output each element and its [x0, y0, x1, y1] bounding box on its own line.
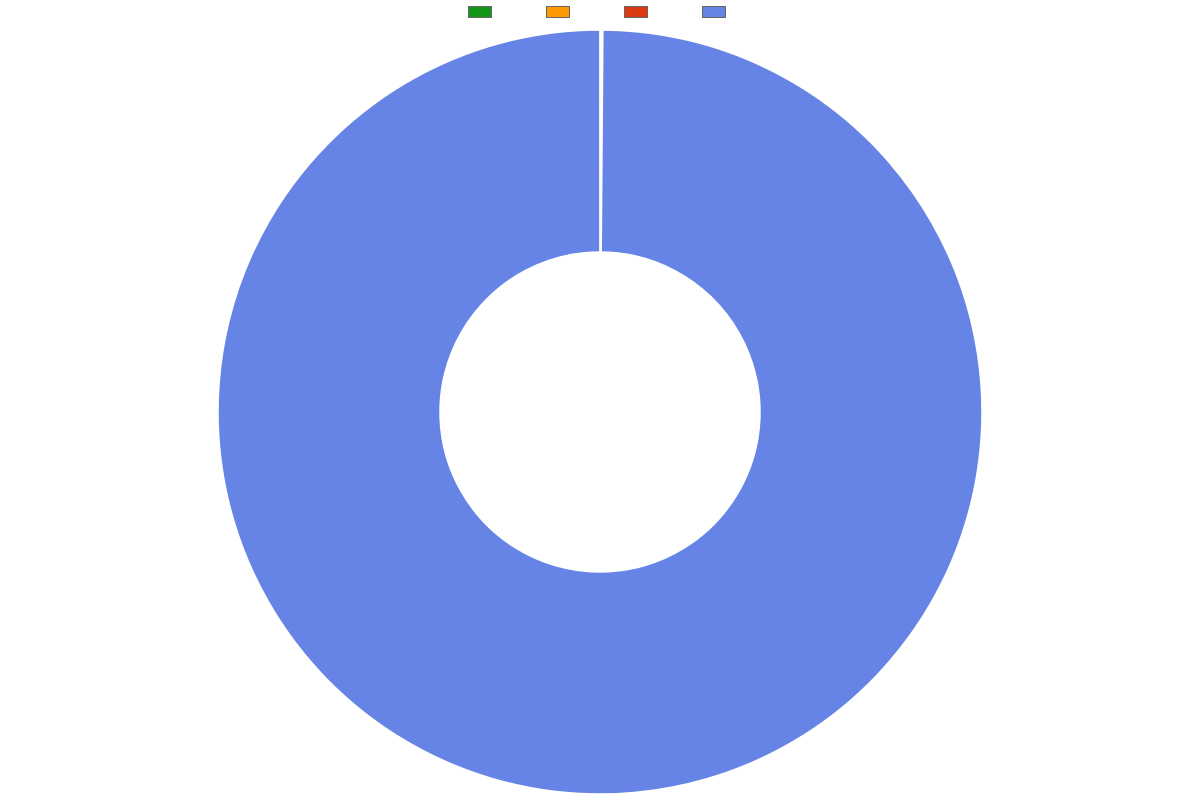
donut-chart	[0, 0, 1200, 800]
donut-chart-container	[0, 0, 1200, 800]
chart-canvas	[0, 0, 1200, 800]
